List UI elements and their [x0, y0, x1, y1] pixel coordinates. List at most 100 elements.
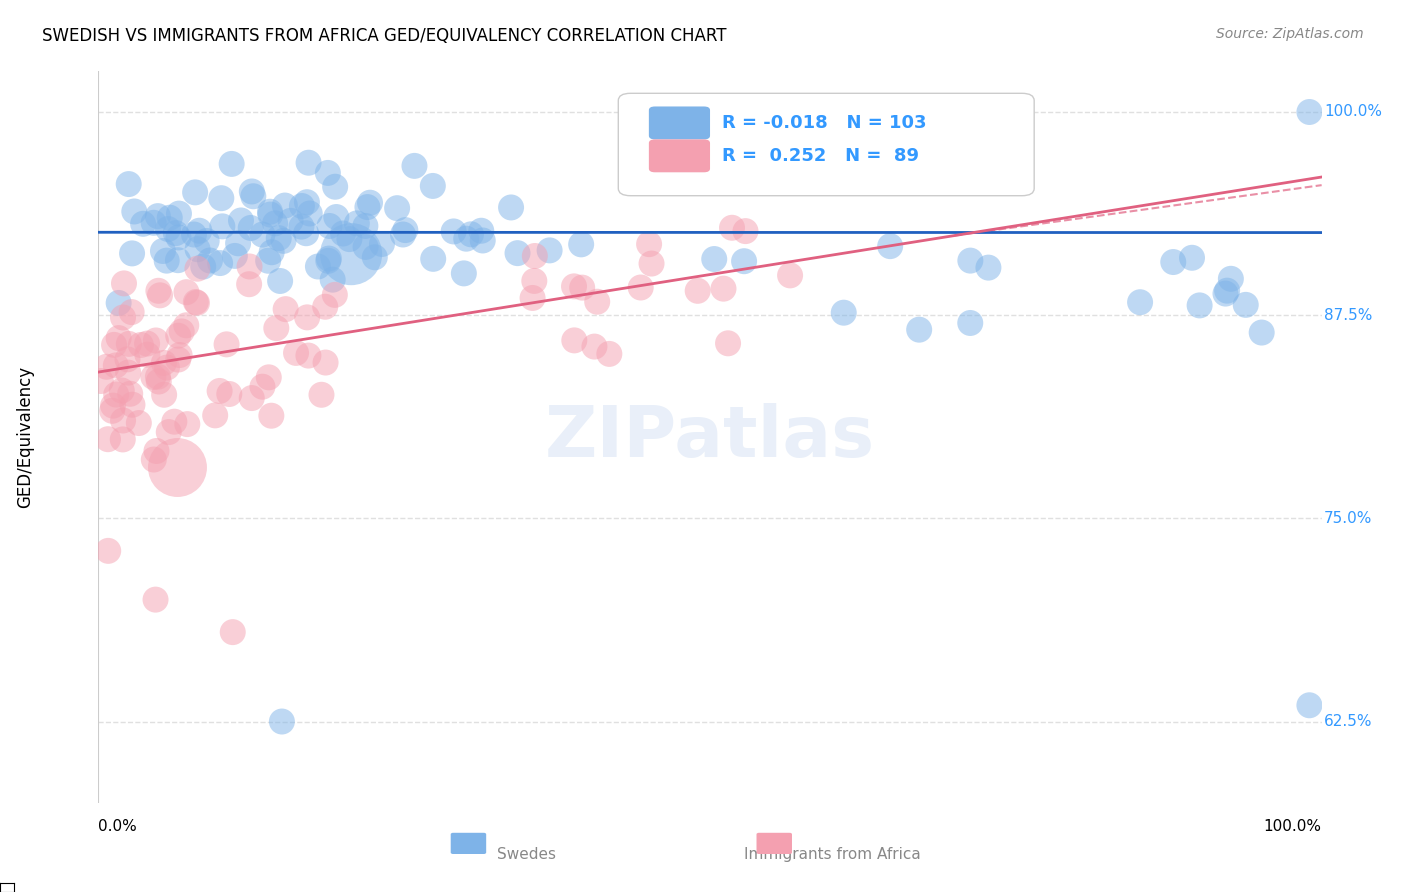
Point — [186, 261, 208, 276]
Point — [132, 217, 155, 231]
Point — [260, 245, 283, 260]
Point — [105, 387, 128, 401]
Point — [583, 340, 606, 354]
Point — [218, 387, 240, 401]
Point — [112, 413, 135, 427]
Text: Source: ZipAtlas.com: Source: ZipAtlas.com — [1216, 27, 1364, 41]
Text: SWEDISH VS IMMIGRANTS FROM AFRICA GED/EQUIVALENCY CORRELATION CHART: SWEDISH VS IMMIGRANTS FROM AFRICA GED/EQ… — [42, 27, 727, 45]
Point — [538, 244, 561, 258]
Point — [456, 232, 478, 246]
Point — [356, 200, 378, 214]
Point — [804, 170, 827, 185]
Point — [215, 337, 238, 351]
Point — [285, 346, 308, 360]
Point — [1234, 298, 1257, 312]
Point — [176, 285, 198, 300]
Point — [148, 375, 170, 389]
Point — [165, 226, 187, 240]
FancyBboxPatch shape — [619, 94, 1035, 195]
Point — [523, 249, 546, 263]
Point — [404, 159, 426, 173]
Point — [832, 306, 855, 320]
Point — [145, 592, 167, 607]
Point — [142, 370, 165, 384]
Point — [136, 336, 159, 351]
Point — [257, 253, 280, 268]
Point — [146, 209, 169, 223]
Point — [562, 279, 585, 293]
Point — [128, 416, 150, 430]
Point — [1181, 251, 1204, 265]
Point — [453, 266, 475, 280]
Point — [323, 288, 346, 302]
Point — [713, 282, 735, 296]
Text: R = -0.018   N = 103: R = -0.018 N = 103 — [723, 114, 927, 132]
Point — [295, 195, 318, 210]
Point — [354, 219, 377, 233]
Point — [598, 347, 620, 361]
Text: 62.5%: 62.5% — [1324, 714, 1372, 729]
Point — [522, 291, 544, 305]
Point — [359, 195, 381, 210]
Point — [460, 227, 482, 242]
Point — [499, 201, 522, 215]
Point — [506, 246, 529, 260]
Point — [121, 398, 143, 412]
Point — [318, 252, 340, 266]
Point — [1129, 295, 1152, 310]
Point — [315, 355, 337, 369]
Point — [318, 219, 340, 233]
Point — [229, 213, 252, 227]
Point — [686, 284, 709, 298]
Point — [297, 155, 319, 169]
Point — [238, 260, 260, 274]
Point — [1298, 698, 1320, 713]
Point — [339, 232, 361, 246]
Point — [252, 380, 274, 394]
Point — [101, 404, 124, 418]
Point — [242, 189, 264, 203]
Point — [290, 219, 312, 234]
Point — [638, 237, 661, 252]
Point — [1188, 298, 1211, 312]
Point — [240, 391, 263, 405]
Point — [195, 234, 218, 248]
Point — [142, 216, 165, 230]
Point — [332, 227, 354, 241]
Point — [340, 247, 363, 261]
Point — [703, 252, 725, 266]
Point — [314, 300, 336, 314]
Point — [174, 318, 197, 333]
Point — [443, 224, 465, 238]
Point — [717, 336, 740, 351]
Point — [323, 179, 346, 194]
Point — [226, 236, 249, 251]
Point — [257, 370, 280, 384]
Point — [274, 198, 297, 212]
Text: 87.5%: 87.5% — [1324, 308, 1372, 323]
Point — [630, 280, 652, 294]
Point — [295, 226, 318, 240]
Point — [163, 415, 186, 429]
Point — [97, 544, 120, 558]
Point — [908, 323, 931, 337]
FancyBboxPatch shape — [451, 833, 486, 854]
Point — [1215, 286, 1237, 301]
Point — [269, 274, 291, 288]
Point — [156, 360, 179, 375]
Point — [148, 284, 170, 298]
Point — [270, 714, 294, 729]
Point — [209, 256, 232, 270]
Point — [311, 388, 333, 402]
Point — [354, 240, 377, 254]
Point — [184, 186, 207, 200]
Point — [149, 288, 172, 302]
Point — [266, 321, 288, 335]
Point — [569, 237, 592, 252]
Text: ZIPatlas: ZIPatlas — [546, 402, 875, 472]
Point — [273, 234, 295, 248]
Point — [170, 325, 193, 339]
Point — [187, 242, 209, 256]
Point — [167, 206, 190, 220]
Point — [103, 338, 125, 352]
